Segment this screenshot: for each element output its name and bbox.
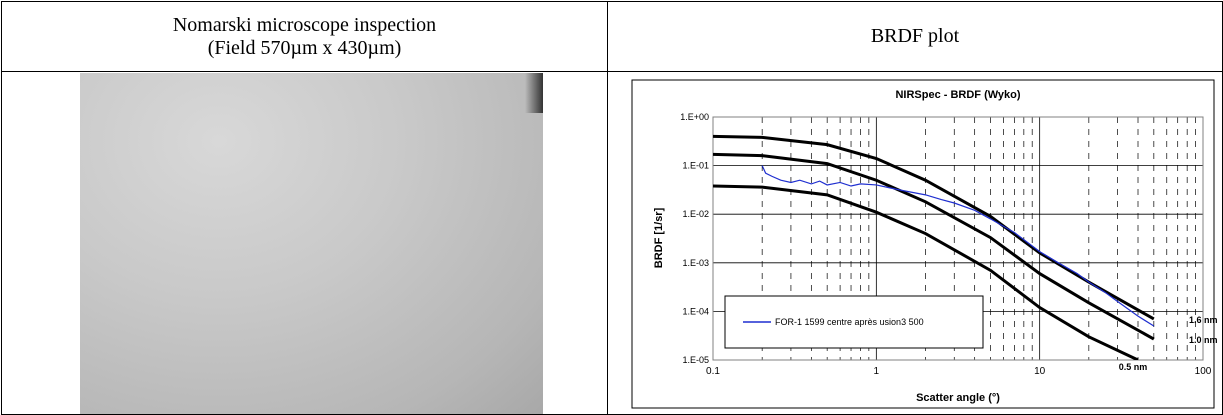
curve-label: 1.0 nm: [1189, 335, 1218, 345]
x-tick-label: 1: [874, 366, 880, 377]
header-text: BRDF plot: [870, 25, 960, 47]
y-tick-label: 1.E-01: [682, 161, 709, 171]
model-curve: [713, 184, 1139, 360]
legend-label: FOR-1 1599 centre après usion3 500: [775, 317, 924, 327]
y-tick-label: 1.E-02: [682, 209, 709, 219]
plot-clip: [713, 134, 1155, 360]
y-tick-label: 1.E-05: [682, 355, 709, 365]
image-shadow: [525, 73, 543, 113]
x-tick-label: 100: [1195, 366, 1212, 377]
column-divider: [607, 2, 608, 414]
data-line: [761, 165, 1155, 327]
header-text: Nomarski microscope inspection: [172, 13, 437, 36]
microscope-image: [80, 73, 543, 414]
y-tick-label: 1.E-03: [682, 258, 709, 268]
plot-area: [712, 116, 1204, 361]
left-header: Nomarski microscope inspection (Field 57…: [2, 2, 607, 72]
curve-label: 0.5 nm: [1119, 362, 1148, 372]
right-header: BRDF plot: [608, 2, 1222, 72]
y-tick-label: 1.E-04: [682, 306, 709, 316]
x-axis-title: Scatter angle (°): [916, 392, 1000, 404]
chart-frame: [631, 79, 1215, 409]
model-curve: [713, 134, 1155, 321]
x-tick-label: 10: [1034, 366, 1046, 377]
x-tick-label: 0.1: [706, 366, 720, 377]
chart-title: NIRSpec - BRDF (Wyko): [895, 89, 1020, 101]
header-text: (Field 570µm x 430µm): [207, 36, 402, 59]
curve-label: 1.6 nm: [1189, 315, 1218, 325]
y-axis-title: BRDF [1/sr]: [653, 207, 665, 268]
model-curve: [713, 152, 1155, 341]
y-tick-label: 1.E+00: [680, 112, 709, 122]
